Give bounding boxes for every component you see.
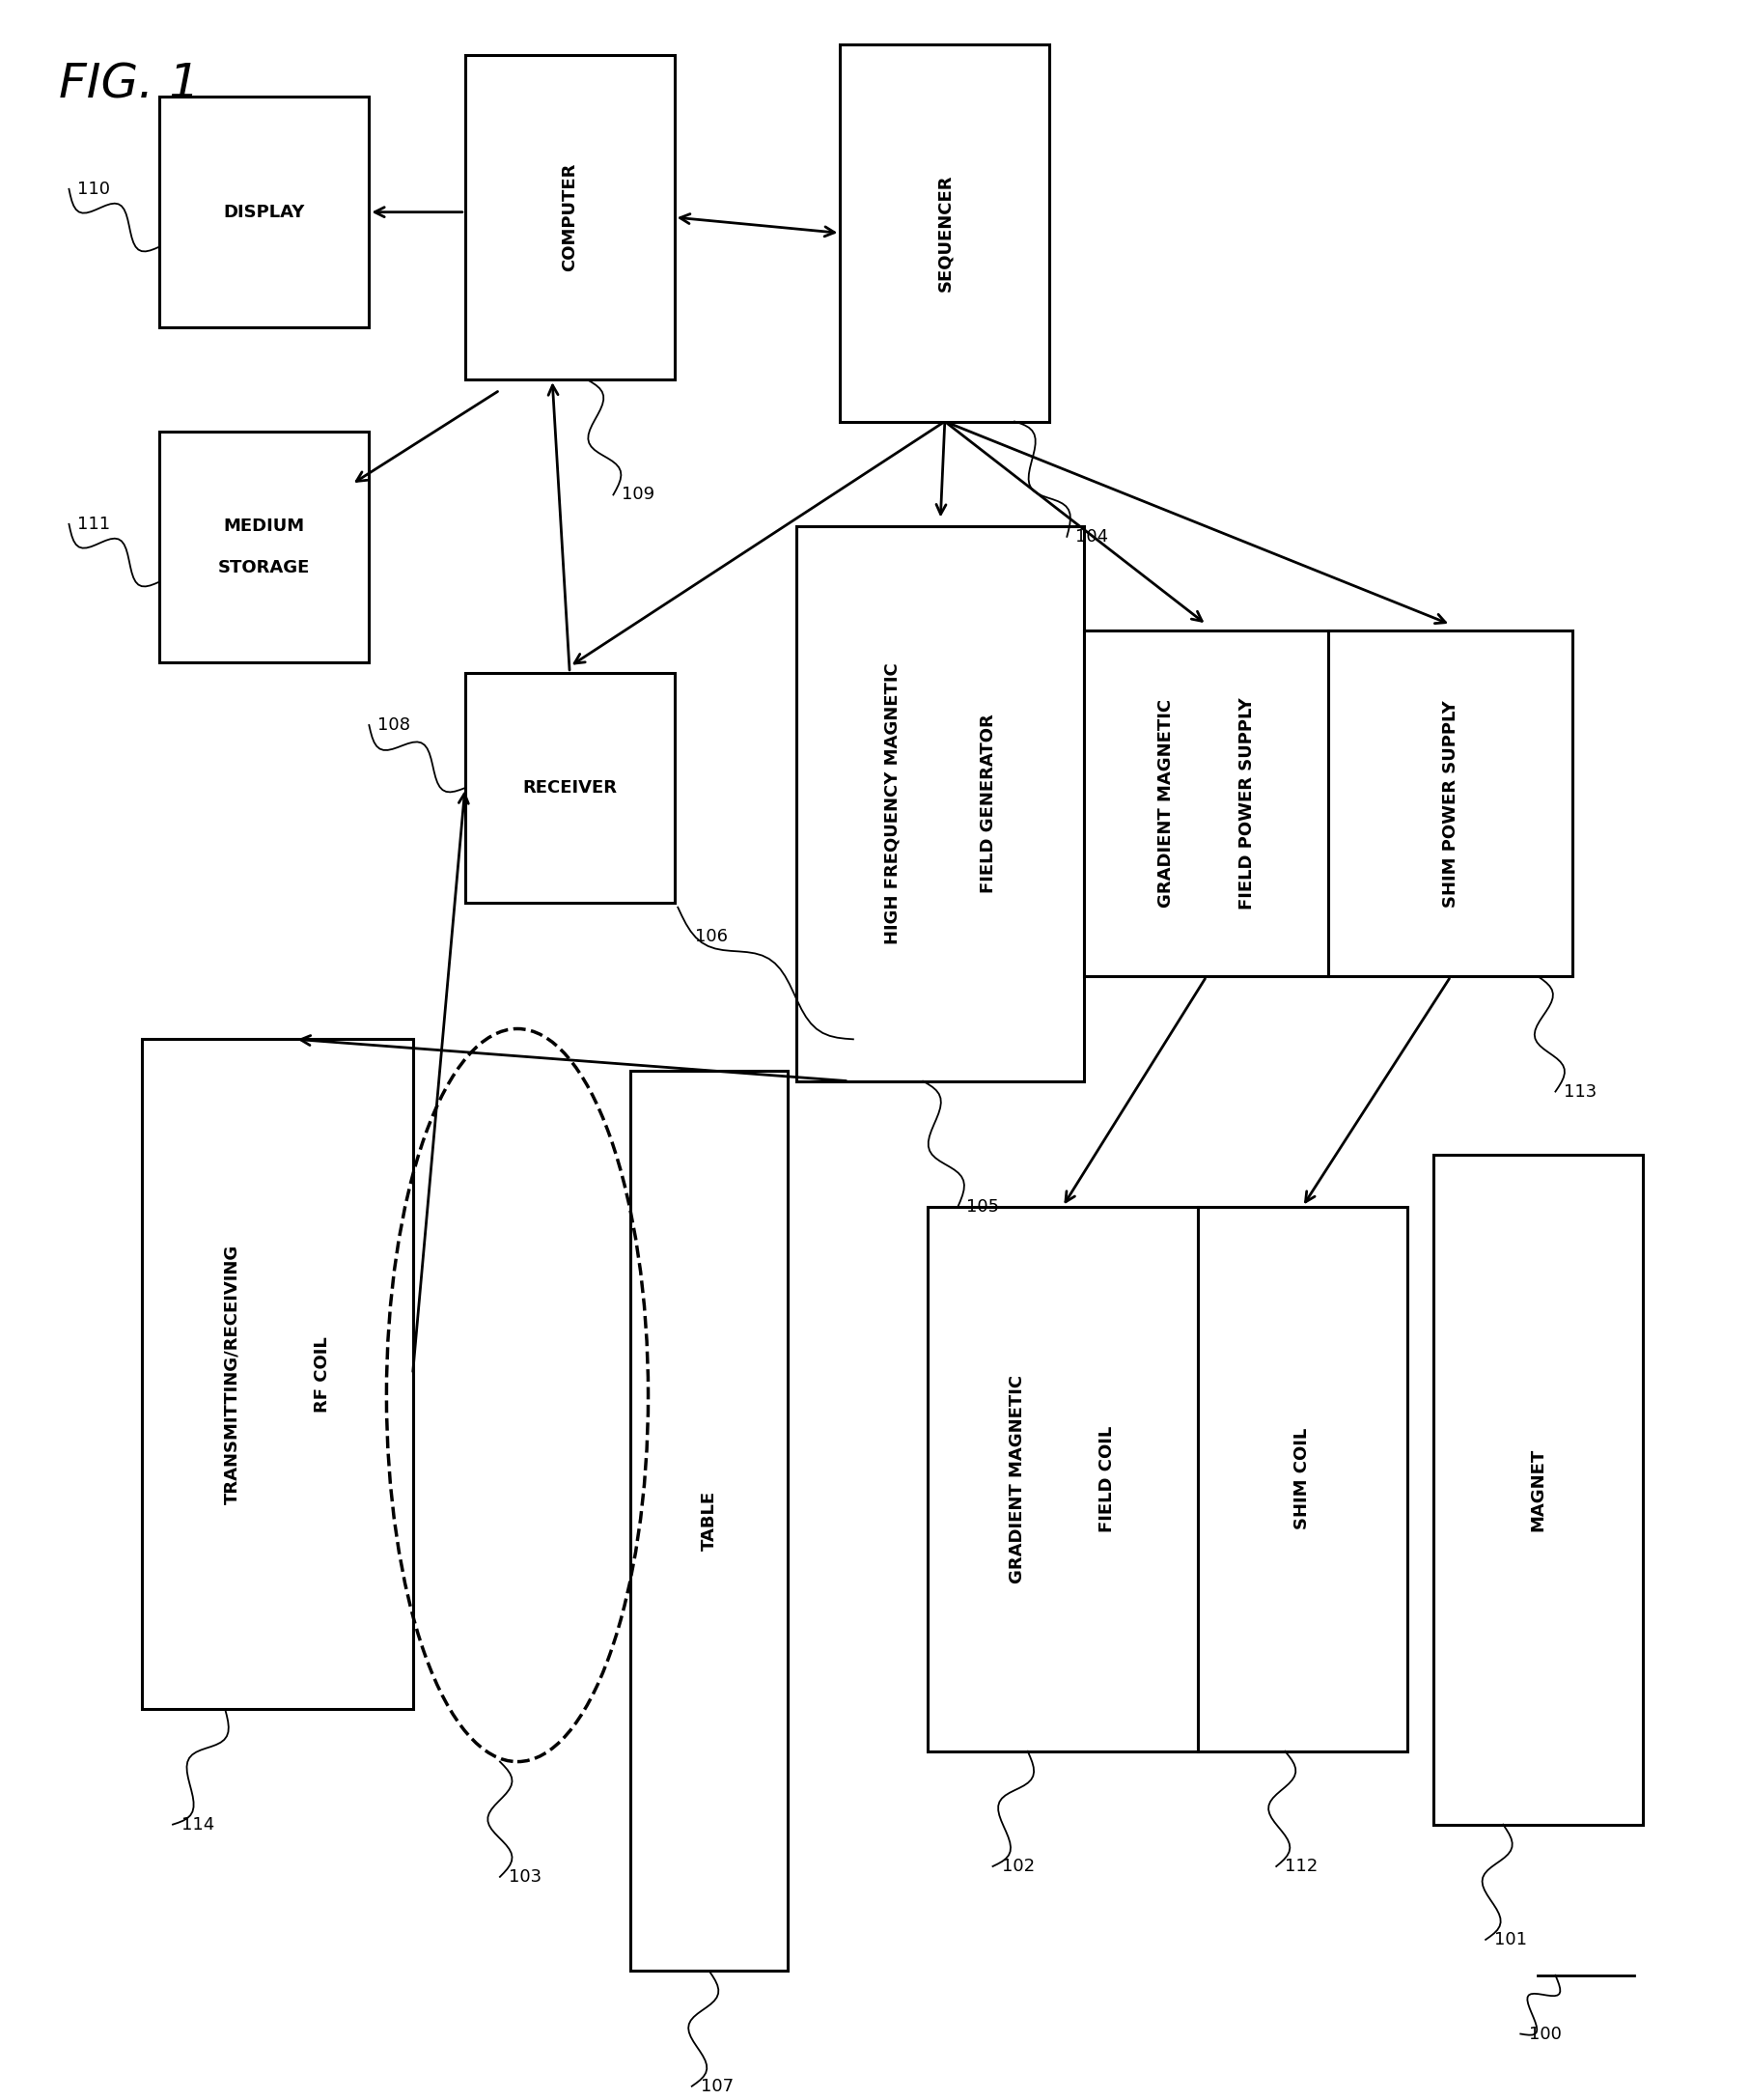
Text: STORAGE: STORAGE: [219, 559, 310, 578]
Text: 107: 107: [700, 2077, 733, 2096]
Text: TRANSMITTING/RECEIVING: TRANSMITTING/RECEIVING: [224, 1245, 242, 1504]
Text: FIELD POWER SUPPLY: FIELD POWER SUPPLY: [1239, 697, 1256, 909]
Text: SHIM COIL: SHIM COIL: [1293, 1428, 1311, 1529]
Text: 100: 100: [1529, 2024, 1563, 2043]
Text: 108: 108: [378, 716, 411, 733]
Text: COMPUTER: COMPUTER: [562, 164, 579, 271]
Text: 110: 110: [77, 181, 110, 197]
Text: FIG. 1: FIG. 1: [58, 61, 200, 107]
Bar: [466, 55, 674, 380]
Text: 111: 111: [77, 514, 110, 533]
Bar: [159, 97, 369, 328]
Text: 106: 106: [695, 928, 728, 945]
Bar: [466, 672, 674, 903]
Text: 101: 101: [1494, 1932, 1528, 1949]
Text: SHIM POWER SUPPLY: SHIM POWER SUPPLY: [1442, 699, 1459, 907]
Bar: [840, 44, 1050, 422]
Text: FIELD GENERATOR: FIELD GENERATOR: [980, 714, 997, 892]
Text: 105: 105: [966, 1199, 999, 1216]
Bar: [928, 1208, 1197, 1751]
Text: 103: 103: [509, 1869, 541, 1886]
Text: 109: 109: [621, 485, 654, 504]
Bar: [1197, 1208, 1407, 1751]
Text: RF COIL: RF COIL: [313, 1336, 331, 1413]
Text: 113: 113: [1564, 1084, 1598, 1100]
Text: TABLE: TABLE: [700, 1491, 717, 1550]
Text: 112: 112: [1284, 1858, 1318, 1875]
Text: 114: 114: [182, 1816, 215, 1833]
Text: GRADIENT MAGNETIC: GRADIENT MAGNETIC: [1157, 699, 1174, 907]
Bar: [1085, 630, 1328, 976]
Text: RECEIVER: RECEIVER: [523, 779, 618, 796]
Text: HIGH FREQUENCY MAGNETIC: HIGH FREQUENCY MAGNETIC: [884, 664, 901, 945]
Text: 104: 104: [1076, 527, 1108, 546]
Bar: [159, 433, 369, 662]
Text: DISPLAY: DISPLAY: [224, 204, 304, 220]
Text: 102: 102: [1001, 1858, 1034, 1875]
Text: MEDIUM: MEDIUM: [224, 517, 304, 536]
Bar: [1433, 1155, 1643, 1825]
Bar: [796, 527, 1085, 1082]
Text: SEQUENCER: SEQUENCER: [936, 174, 954, 292]
Bar: [1328, 630, 1573, 976]
Text: GRADIENT MAGNETIC: GRADIENT MAGNETIC: [1008, 1376, 1026, 1583]
Text: MAGNET: MAGNET: [1529, 1447, 1547, 1531]
Bar: [142, 1040, 413, 1709]
Text: FIELD COIL: FIELD COIL: [1099, 1426, 1117, 1533]
Bar: [630, 1071, 788, 1972]
